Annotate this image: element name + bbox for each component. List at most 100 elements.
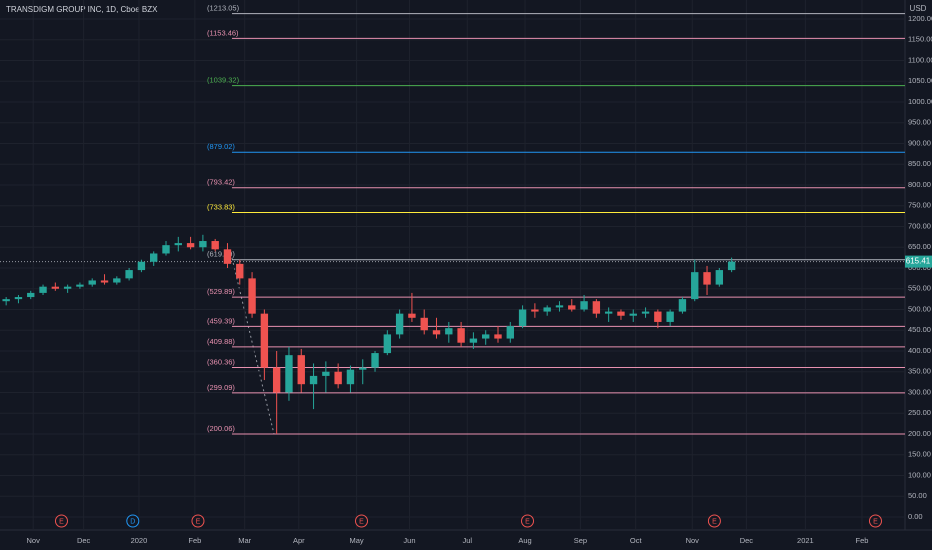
candle-body xyxy=(408,313,416,318)
x-tick-label: Oct xyxy=(630,536,643,545)
candle-body xyxy=(457,328,465,343)
candle-body xyxy=(51,286,60,289)
y-tick-label: 350.00 xyxy=(908,367,931,376)
candle-body xyxy=(482,334,490,339)
event-marker xyxy=(355,514,369,528)
candle-body xyxy=(666,311,674,322)
candle-body xyxy=(703,272,711,285)
x-tick-label: Mar xyxy=(238,536,251,545)
x-tick-label: Feb xyxy=(855,536,868,545)
candle-body xyxy=(14,297,23,300)
event-label: E xyxy=(873,518,878,525)
candle-body xyxy=(420,317,428,331)
y-tick-label: 650.00 xyxy=(908,242,931,251)
candle-body xyxy=(506,326,514,339)
candle-body xyxy=(162,245,170,254)
y-tick-label: 800.00 xyxy=(908,180,931,189)
candle-body xyxy=(445,328,453,335)
event-label: E xyxy=(712,518,717,525)
fib-label: (619.89) xyxy=(207,250,235,259)
candle-body xyxy=(63,286,72,289)
candle-body xyxy=(494,334,502,339)
event-label: E xyxy=(196,518,201,525)
fib-label: (793.42) xyxy=(207,178,235,187)
event-marker xyxy=(707,514,721,528)
candle-body xyxy=(39,286,47,293)
candle-body xyxy=(174,243,182,246)
candle-body xyxy=(617,311,625,316)
fib-label: (733.83) xyxy=(207,202,235,211)
event-marker xyxy=(54,514,68,528)
chart-title: TRANSDIGM GROUP INC, 1D, Cboe BZX xyxy=(6,5,158,14)
candle-body xyxy=(309,375,318,385)
y-tick-label: 950.00 xyxy=(908,118,931,127)
candle-body xyxy=(715,270,724,285)
last-price-box xyxy=(905,255,932,268)
candle-body xyxy=(100,280,109,283)
candle-body xyxy=(641,311,650,314)
candle-body xyxy=(334,371,342,385)
y-tick-label: 700.00 xyxy=(908,221,931,230)
y-tick-label: 1200.00 xyxy=(908,14,932,23)
x-tick-label: Dec xyxy=(77,536,91,545)
candle-body xyxy=(727,261,736,271)
candle-body xyxy=(27,292,35,298)
candle-body xyxy=(248,278,256,314)
candle-body xyxy=(346,369,355,385)
candle-body xyxy=(125,270,133,279)
x-tick-label: Sep xyxy=(574,536,587,545)
candle-body xyxy=(678,299,687,312)
candle-body xyxy=(285,355,293,393)
y-tick-label: 300.00 xyxy=(908,387,931,396)
candle-body xyxy=(297,355,305,385)
candle-body xyxy=(186,243,195,248)
y-tick-label: 750.00 xyxy=(908,201,931,210)
y-tick-label: 100.00 xyxy=(908,470,931,479)
candle-body xyxy=(432,330,441,335)
currency: USD xyxy=(910,4,927,13)
candle-body xyxy=(236,263,244,279)
last-price-label: 615.41 xyxy=(906,257,931,266)
x-tick-label: Nov xyxy=(27,536,41,545)
y-tick-label: 250.00 xyxy=(908,408,931,417)
candle-body xyxy=(469,338,478,343)
fib-label: (200.06) xyxy=(207,424,235,433)
event-label: E xyxy=(359,518,364,525)
candle-body xyxy=(76,284,84,287)
candle-body xyxy=(395,313,404,335)
candle-body xyxy=(555,305,564,308)
candle-body xyxy=(113,278,121,283)
x-tick-label: Jun xyxy=(403,536,415,545)
candle-body xyxy=(223,249,232,264)
candle-body xyxy=(199,241,207,248)
fib-label: (360.36) xyxy=(207,357,235,366)
candle-body xyxy=(518,309,527,327)
candle-body xyxy=(604,311,613,314)
event-marker xyxy=(868,514,882,528)
x-tick-label: Nov xyxy=(686,536,700,545)
candle-body xyxy=(371,353,379,368)
candle-body xyxy=(322,371,330,376)
x-tick-label: Feb xyxy=(188,536,201,545)
candle-body xyxy=(359,367,367,370)
candle-body xyxy=(272,367,281,393)
y-tick-label: 200.00 xyxy=(908,429,931,438)
event-label: D xyxy=(130,518,135,525)
candle-body xyxy=(654,311,662,322)
event-marker xyxy=(191,514,205,528)
event-label: E xyxy=(59,518,64,525)
x-tick-label: May xyxy=(350,536,364,545)
candle-body xyxy=(629,313,637,316)
fib-label: (459.39) xyxy=(207,316,235,325)
candle-body xyxy=(150,253,158,262)
y-tick-label: 1000.00 xyxy=(908,97,932,106)
candle-body xyxy=(691,272,699,300)
x-tick-label: Dec xyxy=(740,536,754,545)
fib-label: (529.89) xyxy=(207,287,235,296)
y-tick-label: 0.00 xyxy=(908,512,923,521)
x-tick-label: 2020 xyxy=(131,536,148,545)
x-tick-label: Aug xyxy=(518,536,531,545)
event-label: E xyxy=(525,518,530,525)
